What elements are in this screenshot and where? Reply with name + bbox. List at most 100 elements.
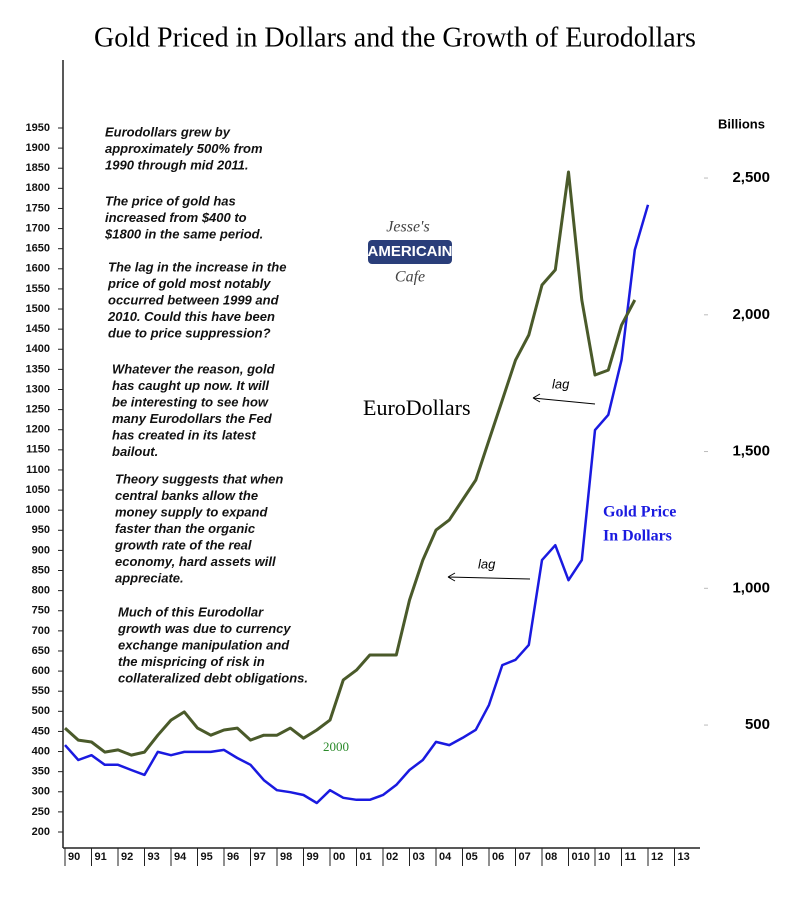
note-text: increased from $400 to	[105, 210, 247, 225]
note-text: has caught up now. It will	[112, 378, 269, 393]
x-tick-label: 02	[386, 851, 398, 863]
note-text: Whatever the reason, gold	[112, 361, 276, 376]
logo-text: Jesse's	[386, 219, 429, 236]
logo-text: AMERICAIN	[368, 243, 453, 260]
note-text: due to price suppression?	[108, 325, 271, 340]
x-tick-label: 03	[413, 851, 425, 863]
note-text: growth was due to currency	[117, 621, 291, 636]
y-tick-label: 1300	[26, 383, 50, 395]
x-tick-label: 12	[651, 851, 663, 863]
y-tick-label: 1550	[26, 283, 50, 295]
x-tick-label: 11	[625, 851, 637, 863]
x-tick-label: 93	[148, 851, 160, 863]
x-tick-label: 95	[201, 851, 213, 863]
lag-label: lag	[478, 556, 496, 571]
note-text: approximately 500% from	[105, 141, 263, 156]
y-tick-label: 1250	[26, 404, 50, 416]
note-text: bailout.	[112, 444, 158, 459]
y-tick-label: 1150	[26, 444, 50, 456]
x-tick-label: 00	[333, 851, 345, 863]
y-tick-label: 450	[32, 725, 50, 737]
year-label: 2000	[323, 739, 349, 754]
y-tick-label: 750	[32, 605, 50, 617]
x-tick-label: 90	[68, 851, 80, 863]
series-label: Gold Price	[603, 504, 676, 521]
y-tick-label: 900	[32, 544, 50, 556]
y2-tick-label: 500	[745, 716, 770, 733]
note-text: price of gold most notably	[107, 276, 271, 291]
y-tick-label: 650	[32, 645, 50, 657]
note-text: has created in its latest	[112, 427, 256, 442]
x-tick-label: 96	[227, 851, 239, 863]
y-tick-label: 1950	[26, 122, 50, 134]
x-tick-label: 99	[307, 851, 319, 863]
logo-banner	[368, 240, 452, 264]
y-tick-label: 800	[32, 585, 50, 597]
x-tick-label: 94	[174, 851, 187, 863]
y-tick-label: 500	[32, 705, 50, 717]
x-tick-label: 13	[678, 851, 690, 863]
x-tick-label: 06	[492, 851, 504, 863]
y-tick-label: 1850	[26, 162, 50, 174]
y-tick-label: 1650	[26, 243, 50, 255]
x-tick-label: 98	[280, 851, 292, 863]
x-tick-label: 07	[519, 851, 531, 863]
x-tick-label: 05	[466, 851, 478, 863]
note-text: Eurodollars grew by	[105, 124, 231, 139]
note-text: 2010. Could this have been	[107, 309, 275, 324]
y-tick-label: 1200	[26, 424, 50, 436]
y-tick-label: 1900	[26, 142, 50, 154]
x-tick-label: 01	[360, 851, 372, 863]
y-tick-label: 400	[32, 745, 50, 757]
y2-tick-label: 1,500	[732, 443, 770, 460]
note-text: occurred between 1999 and	[108, 292, 280, 307]
y2-tick-label: 1,000	[732, 579, 770, 596]
note-text: the mispricing of risk in	[118, 654, 265, 669]
lag-arrow	[447, 572, 531, 582]
y2-tick-label: 2,500	[732, 169, 770, 186]
note-text: faster than the organic	[115, 521, 256, 536]
logo-text: Cafe	[395, 269, 425, 286]
x-tick-label: 97	[254, 851, 266, 863]
note-text: many Eurodollars the Fed	[112, 411, 273, 426]
note-text: Theory suggests that when	[115, 471, 283, 486]
y-tick-label: 1000	[26, 504, 50, 516]
note-text: 1990 through mid 2011.	[105, 157, 249, 172]
y-tick-label: 850	[32, 564, 50, 576]
y-tick-label: 1100	[26, 464, 50, 476]
note-text: appreciate.	[115, 570, 184, 585]
y-tick-label: 1050	[26, 484, 50, 496]
note-text: The price of gold has	[105, 193, 236, 208]
logo: Jesse's AMERICAIN Cafe	[368, 219, 453, 286]
y-tick-label: 1750	[26, 202, 50, 214]
note-text: exchange manipulation and	[118, 637, 290, 652]
lag-arrow	[532, 393, 596, 405]
y-tick-label: 1700	[26, 222, 50, 234]
x-tick-label: 91	[95, 851, 107, 863]
y-tick-label: 1400	[26, 343, 50, 355]
x-tick-label: 08	[545, 851, 557, 863]
series-line	[63, 170, 637, 757]
y-tick-label: 950	[32, 524, 50, 536]
note-text: money supply to expand	[115, 504, 268, 519]
y2-tick-label: 2,000	[732, 306, 770, 323]
note-text: economy, hard assets will	[115, 554, 276, 569]
y-tick-label: 700	[32, 625, 50, 637]
x-tick-label: 92	[121, 851, 133, 863]
chart-title: Gold Priced in Dollars and the Growth of…	[94, 22, 696, 53]
note-text: be interesting to see how	[112, 394, 269, 409]
x-tick-label: 04	[439, 851, 452, 863]
y-tick-label: 250	[32, 806, 50, 818]
y-tick-label: 550	[32, 685, 50, 697]
y-tick-label: 1450	[26, 323, 50, 335]
note-text: central banks allow the	[115, 488, 258, 503]
x-tick-label: 010	[572, 851, 590, 863]
series-label: EuroDollars	[363, 395, 471, 420]
y2-axis-label: Billions	[718, 116, 765, 131]
y-tick-label: 1500	[26, 303, 50, 315]
series-line	[64, 204, 650, 805]
y-tick-label: 1800	[26, 182, 50, 194]
y-tick-label: 600	[32, 665, 50, 677]
note-text: collateralized debt obligations.	[118, 670, 308, 685]
